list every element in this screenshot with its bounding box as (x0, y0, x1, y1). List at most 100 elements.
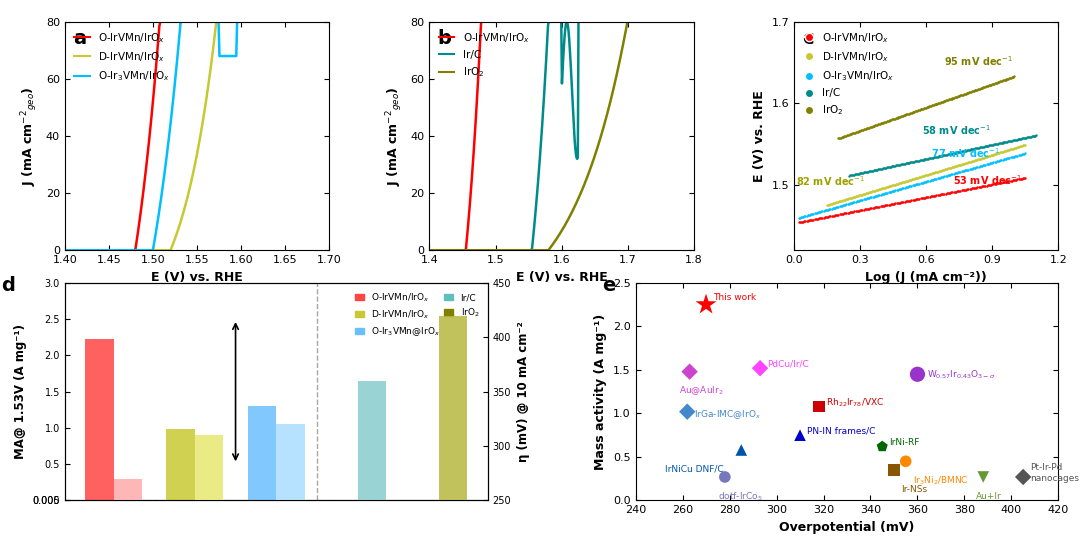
Point (900, 196, 917, 205)
Point (956, 146, 973, 155)
Point (892, 178, 909, 187)
Point (977, 141, 995, 150)
Point (798, 212, 815, 220)
Point (829, 202, 847, 211)
Point (1021, 133, 1038, 141)
Point (971, 154, 988, 163)
Point (970, 143, 987, 152)
Point (1015, 149, 1032, 158)
Point (924, 153, 942, 162)
Point (801, 216, 819, 225)
Point (867, 203, 885, 212)
Point (846, 128, 863, 137)
Point (899, 159, 916, 168)
Point (980, 152, 997, 160)
Point (953, 186, 970, 195)
Point (957, 159, 974, 168)
Point (966, 86, 983, 95)
Point (960, 158, 977, 166)
Point (922, 169, 940, 178)
Point (970, 162, 987, 171)
Point (980, 81, 997, 90)
Point (956, 186, 973, 194)
Point (935, 97, 953, 106)
Point (975, 143, 993, 151)
Point (987, 140, 1004, 149)
Point (978, 141, 996, 150)
Legend: O-IrVMn/IrO$_x$, Ir/C, IrO$_2$: O-IrVMn/IrO$_x$, Ir/C, IrO$_2$ (434, 27, 535, 83)
Point (1000, 137, 1017, 146)
Point (874, 442, 891, 451)
Point (895, 177, 913, 186)
Point (949, 168, 967, 177)
Point (789, 218, 807, 227)
Point (927, 191, 944, 200)
Point (879, 201, 896, 209)
Point (905, 157, 922, 166)
Point (968, 144, 985, 153)
Point (971, 162, 988, 171)
Text: Rh$_{22}$Ir$_{78}$/VXC: Rh$_{22}$Ir$_{78}$/VXC (826, 396, 883, 409)
Point (920, 102, 937, 111)
Point (861, 194, 878, 202)
Point (924, 175, 942, 184)
Point (1002, 153, 1020, 162)
Point (954, 167, 971, 176)
Point (953, 147, 970, 156)
Point (1007, 152, 1024, 160)
Point (948, 92, 966, 101)
Point (974, 143, 991, 151)
Point (946, 188, 963, 196)
Point (971, 84, 988, 93)
Point (842, 129, 860, 138)
Point (1015, 141, 1032, 150)
Text: IrGa-IMC@IrO$_x$: IrGa-IMC@IrO$_x$ (694, 408, 761, 421)
Point (823, 204, 840, 213)
Point (842, 199, 860, 207)
Point (1011, 134, 1028, 143)
Point (849, 191, 866, 200)
Point (829, 197, 847, 206)
Point (909, 195, 927, 203)
Point (886, 466, 903, 474)
Point (850, 127, 867, 135)
Point (973, 143, 990, 151)
Point (869, 202, 887, 211)
Point (907, 107, 924, 115)
Point (864, 193, 881, 201)
Point (961, 184, 978, 193)
Point (999, 75, 1016, 83)
Point (850, 196, 867, 205)
Point (978, 82, 996, 90)
Point (816, 213, 834, 221)
Point (933, 166, 950, 175)
Point (942, 150, 959, 158)
Point (929, 191, 946, 200)
Point (919, 193, 936, 201)
Point (975, 83, 993, 91)
Point (990, 156, 1008, 165)
Point (827, 198, 845, 207)
Point (1000, 154, 1017, 163)
Point (912, 105, 929, 114)
Point (800, 216, 818, 225)
Point (929, 152, 946, 161)
Point (873, 119, 890, 127)
Point (837, 195, 854, 203)
Point (945, 94, 962, 102)
Point (826, 199, 843, 207)
Point (946, 169, 963, 178)
Point (998, 146, 1015, 155)
Point (940, 171, 957, 180)
Point (1007, 135, 1024, 144)
Point (842, 171, 860, 180)
Point (978, 181, 996, 190)
Point (1004, 72, 1022, 81)
Point (980, 159, 997, 168)
Point (957, 146, 974, 155)
Point (678, 407, 696, 416)
Point (1003, 73, 1021, 82)
Point (903, 182, 920, 190)
Point (927, 153, 944, 162)
Point (874, 164, 891, 173)
